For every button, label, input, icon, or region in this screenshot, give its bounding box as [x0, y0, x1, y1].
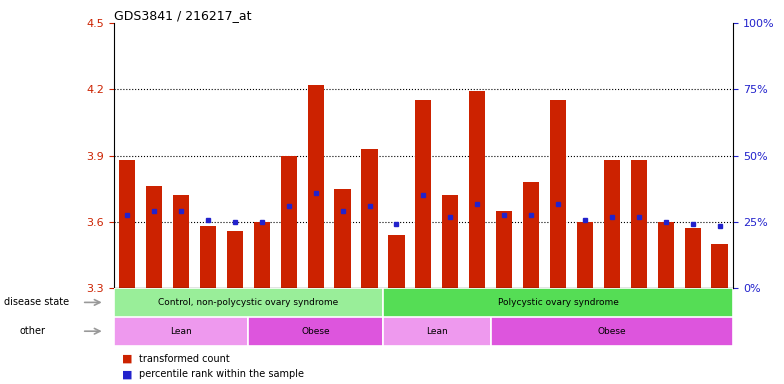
Bar — [469, 91, 485, 288]
Bar — [383, 317, 491, 346]
Text: ■: ■ — [122, 369, 132, 379]
Bar — [712, 244, 728, 288]
Bar — [658, 222, 673, 288]
Bar — [173, 195, 189, 288]
Text: ■: ■ — [122, 354, 132, 364]
Text: Lean: Lean — [170, 327, 192, 336]
Bar — [684, 228, 701, 288]
Bar — [491, 317, 733, 346]
Bar — [114, 317, 249, 346]
Text: other: other — [20, 326, 45, 336]
Text: Lean: Lean — [426, 327, 448, 336]
Bar — [227, 231, 243, 288]
Bar — [335, 189, 350, 288]
Text: Obese: Obese — [301, 327, 330, 336]
Bar — [281, 156, 297, 288]
Bar — [114, 288, 383, 317]
Bar — [383, 288, 733, 317]
Bar — [307, 85, 324, 288]
Text: percentile rank within the sample: percentile rank within the sample — [139, 369, 303, 379]
Bar — [119, 160, 135, 288]
Text: Obese: Obese — [597, 327, 626, 336]
Bar — [146, 187, 162, 288]
Text: disease state: disease state — [4, 297, 69, 308]
Bar — [630, 160, 647, 288]
Bar — [442, 195, 459, 288]
Bar — [388, 235, 405, 288]
Bar — [361, 149, 378, 288]
Bar — [200, 226, 216, 288]
Bar — [604, 160, 620, 288]
Bar — [577, 222, 593, 288]
Text: GDS3841 / 216217_at: GDS3841 / 216217_at — [114, 9, 251, 22]
Text: transformed count: transformed count — [139, 354, 230, 364]
Bar — [523, 182, 539, 288]
Text: Control, non-polycystic ovary syndrome: Control, non-polycystic ovary syndrome — [158, 298, 339, 307]
Bar — [550, 100, 566, 288]
Bar — [416, 100, 431, 288]
Text: Polycystic ovary syndrome: Polycystic ovary syndrome — [498, 298, 619, 307]
Bar — [254, 222, 270, 288]
Bar — [114, 23, 733, 288]
Bar — [496, 211, 512, 288]
Bar — [249, 317, 383, 346]
